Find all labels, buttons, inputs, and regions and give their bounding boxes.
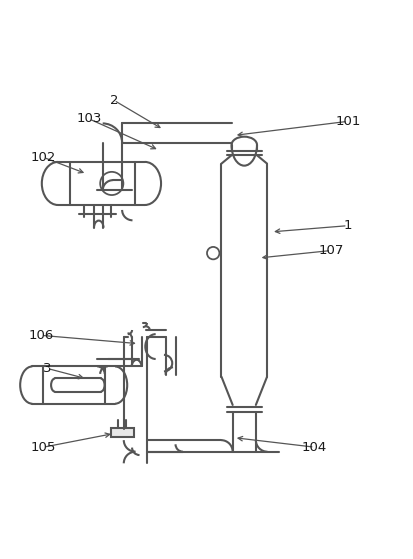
Text: 103: 103: [76, 112, 102, 125]
Text: 107: 107: [318, 244, 343, 257]
Text: 106: 106: [29, 329, 54, 342]
Text: 1: 1: [343, 219, 351, 232]
Text: 3: 3: [43, 362, 52, 375]
Text: 104: 104: [301, 440, 326, 454]
Bar: [110, 428, 133, 437]
Text: 102: 102: [31, 151, 56, 164]
Text: 101: 101: [334, 115, 360, 128]
Text: 2: 2: [109, 94, 118, 107]
Text: 105: 105: [31, 440, 56, 454]
